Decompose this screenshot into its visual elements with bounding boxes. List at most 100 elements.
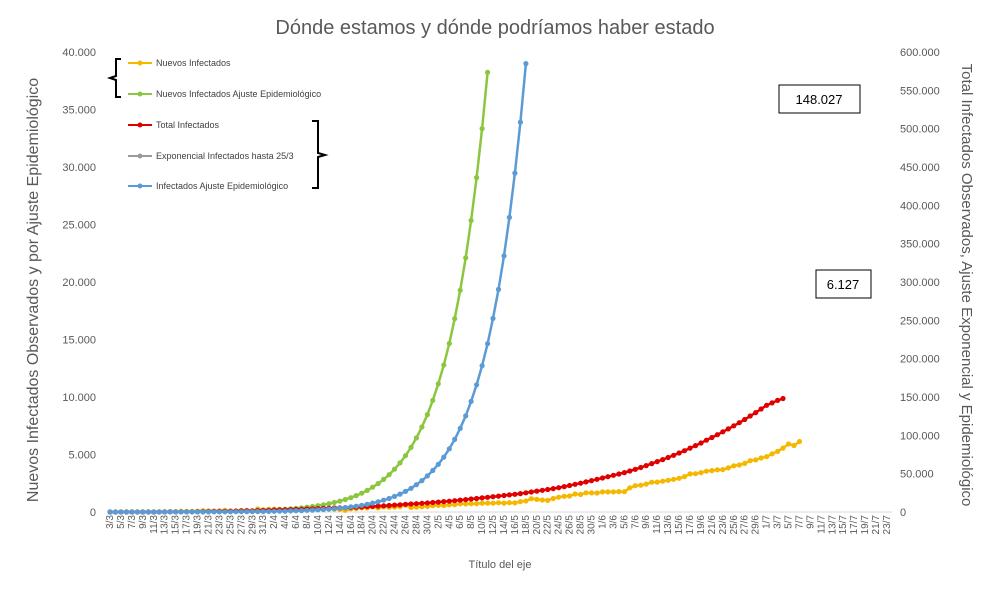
data-point (326, 506, 332, 512)
data-point (331, 506, 337, 512)
data-point (184, 509, 190, 515)
data-point (424, 500, 430, 506)
data-point (725, 426, 731, 432)
data-point (649, 461, 655, 467)
y-axis-left-label: Nuevos Infectados Observados y por Ajust… (25, 78, 42, 502)
data-point (413, 501, 419, 507)
x-tick-label: 11/3 (149, 515, 160, 534)
data-point (764, 454, 770, 460)
legend-item-total-infectados[interactable]: Total Infectados (128, 120, 220, 130)
data-point (468, 398, 474, 404)
data-point (249, 509, 255, 515)
right-tick-label: 250.000 (900, 315, 940, 327)
x-tick-label: 23/6 (718, 515, 729, 535)
data-point (304, 507, 310, 513)
data-point (588, 490, 595, 496)
data-point (753, 457, 759, 463)
data-point (517, 491, 524, 497)
left-tick-label: 0 (90, 507, 96, 519)
data-point (567, 482, 573, 489)
legend-marker (137, 122, 143, 128)
data-point (200, 509, 206, 515)
x-tick-label: 2/4 (269, 515, 280, 529)
data-point (457, 287, 463, 293)
data-point (753, 410, 759, 416)
data-point (468, 501, 474, 507)
data-point (572, 481, 578, 487)
data-point (441, 454, 447, 460)
x-tick-label: 18/5 (521, 515, 532, 535)
legend-label: Total Infectados (156, 120, 220, 130)
data-point (561, 493, 567, 499)
data-point (671, 452, 677, 458)
x-tick-label: 3/6 (608, 515, 619, 529)
data-point (474, 175, 480, 181)
x-tick-label: 3/3 (105, 515, 116, 529)
data-point (452, 502, 458, 508)
data-point (151, 509, 157, 515)
legend-item-infectados-ajuste[interactable]: Infectados Ajuste Epidemiológico (128, 181, 288, 191)
legend-marker (137, 91, 143, 97)
data-point (386, 495, 392, 502)
data-point (457, 497, 463, 503)
data-point (731, 463, 737, 469)
data-point (112, 509, 119, 515)
data-point (523, 61, 529, 67)
data-point (381, 497, 387, 503)
data-point (605, 474, 611, 480)
x-tick-label: 22/5 (543, 515, 554, 535)
annotation-total: 148.027 (778, 84, 861, 114)
data-point (479, 495, 485, 501)
legend-label: Nuevos Infectados (156, 58, 231, 68)
data-point (506, 492, 512, 498)
data-point (714, 432, 721, 438)
x-tick-label: 1/7 (762, 515, 773, 529)
data-point (495, 493, 502, 499)
data-point (386, 502, 392, 509)
x-tick-label: 25/3 (225, 515, 236, 535)
annotation-box (815, 269, 872, 299)
data-point (205, 509, 212, 515)
data-point (501, 500, 507, 506)
data-point (479, 500, 485, 506)
x-tick-label: 26/4 (400, 515, 411, 535)
legend-item-nuevos-infectados-ajuste[interactable]: Nuevos Infectados Ajuste Epidemiológico (128, 89, 321, 99)
x-tick-label: 13/3 (160, 515, 171, 535)
data-point (588, 478, 595, 484)
data-point (375, 499, 381, 505)
series-4 (107, 61, 529, 515)
data-point (479, 363, 485, 369)
y-axis-right-label: Total Infectados Observados, Ajuste Expo… (958, 64, 975, 507)
legend-item-nuevos-infectados[interactable]: Nuevos Infectados (128, 58, 231, 68)
x-tick-label: 13/6 (663, 515, 674, 535)
data-point (599, 475, 606, 481)
x-tick-label: 28/4 (411, 515, 422, 535)
legend-item-exponencial[interactable]: Exponencial Infectados hasta 25/3 (128, 151, 294, 161)
x-tick-label: 21/6 (707, 515, 718, 535)
data-point (796, 438, 803, 445)
data-point (643, 463, 649, 469)
data-point (572, 491, 578, 497)
right-tick-label: 200.000 (900, 354, 940, 366)
data-point (490, 315, 496, 321)
right-tick-label: 0 (900, 507, 906, 519)
data-point (506, 500, 512, 506)
data-point (452, 316, 458, 322)
left-axis-ticks: 0 5.000 10.000 15.000 20.000 25.000 30.000 35.0… (62, 47, 96, 519)
x-tick-label: 25/6 (729, 515, 740, 535)
data-point (578, 491, 584, 498)
data-point (687, 471, 693, 477)
left-tick-label: 20.000 (62, 277, 96, 289)
left-tick-label: 5.000 (68, 450, 96, 462)
data-point (145, 509, 151, 515)
data-point (528, 496, 534, 502)
x-tick-label: 17/7 (849, 515, 860, 535)
data-point (419, 424, 425, 430)
right-tick-label: 450.000 (900, 162, 940, 174)
data-point (381, 503, 387, 509)
data-point (638, 482, 644, 488)
data-point (326, 501, 332, 507)
x-tick-label: 26/5 (565, 515, 576, 535)
right-tick-label: 400.000 (900, 200, 940, 212)
data-point (408, 444, 414, 450)
